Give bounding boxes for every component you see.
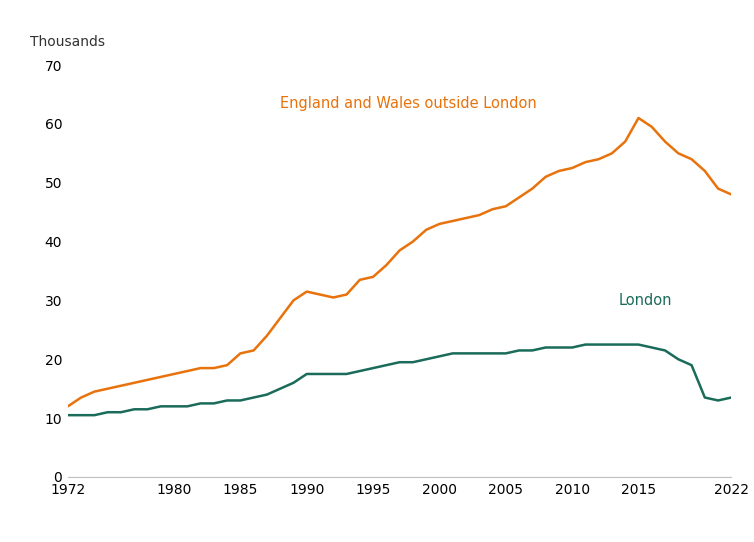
Text: Thousands: Thousands (30, 35, 105, 49)
Text: England and Wales outside London: England and Wales outside London (280, 96, 537, 111)
Text: London: London (618, 293, 672, 308)
